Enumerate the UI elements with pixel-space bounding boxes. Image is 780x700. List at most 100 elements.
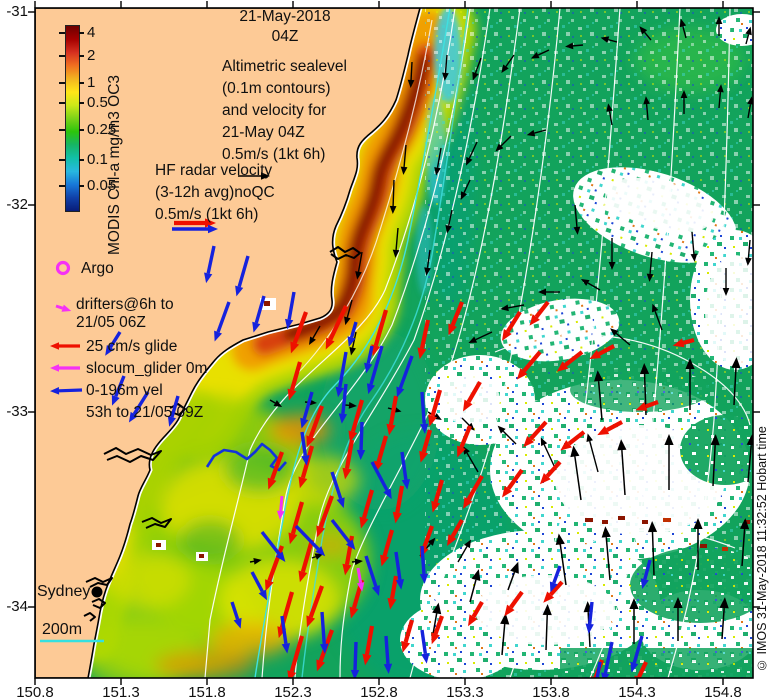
- arrowhead-icon: [543, 591, 555, 603]
- arrowhead-icon: [680, 90, 688, 98]
- arrowhead-icon: [383, 663, 393, 674]
- altimetric-note-line3: and velocity for: [222, 102, 327, 119]
- arrowhead-icon: [431, 500, 441, 513]
- colorbar-tick: [79, 159, 84, 161]
- arrowhead-icon: [523, 436, 535, 448]
- colorbar-tick: [79, 102, 84, 104]
- arrowhead-icon: [316, 659, 326, 672]
- arrowhead-icon: [526, 129, 536, 137]
- arrowhead-icon: [128, 411, 138, 423]
- arrowhead-icon: [495, 143, 504, 152]
- arrowhead-icon: [601, 672, 610, 678]
- arrowhead-icon: [298, 476, 308, 489]
- altimetric-note-line2: (0.1m contours): [222, 80, 331, 97]
- arrowhead-icon: [556, 361, 569, 372]
- colorbar-tick: [79, 82, 84, 84]
- arrowhead-icon: [389, 205, 397, 214]
- arrowhead-icon: [386, 423, 396, 436]
- arrowhead-icon: [747, 96, 753, 105]
- x-tick-label: 153.3: [446, 684, 484, 700]
- coastline: [35, 8, 421, 678]
- arrowhead-icon: [208, 224, 218, 234]
- y-tick-label: -33: [6, 403, 28, 420]
- arrowhead-icon: [510, 561, 519, 574]
- arrowhead-icon: [320, 643, 329, 654]
- arrowhead-icon: [400, 166, 408, 175]
- colorbar-tick: [59, 102, 65, 104]
- arrowhead-icon: [314, 553, 324, 560]
- arrowhead-icon: [664, 434, 674, 445]
- colorbar-tick: [79, 185, 84, 187]
- colorbar-tick-label: 0.5: [87, 94, 108, 111]
- arrowhead-icon: [371, 585, 380, 596]
- arrowhead-icon: [338, 413, 348, 424]
- arrowhead-icon: [630, 661, 639, 673]
- arrowhead-icon: [348, 430, 358, 443]
- arrowhead-icon: [601, 526, 611, 538]
- arrowhead-icon: [419, 573, 429, 584]
- arrowhead-icon: [501, 329, 512, 341]
- glider_blue-arrows: [105, 245, 652, 678]
- arrowhead-icon: [497, 425, 506, 434]
- arrowhead-icon: [434, 167, 441, 176]
- velocity-arrows: [50, 16, 753, 678]
- land: [35, 8, 423, 678]
- arrowhead-icon: [690, 253, 698, 262]
- arrowhead-icon: [722, 288, 730, 296]
- arrowhead-icon: [309, 336, 316, 346]
- x-tick-label: 152.3: [274, 684, 312, 700]
- arrowhead-icon: [349, 606, 359, 619]
- arrowhead-icon: [502, 485, 513, 498]
- arrowhead-icon: [350, 669, 360, 678]
- arrowhead-icon: [342, 563, 352, 576]
- drifter_magenta-arrows: [276, 495, 365, 592]
- colorbar-tick-label: 2: [87, 47, 96, 64]
- colorbar-tick: [59, 55, 65, 57]
- arrowhead-icon: [565, 42, 574, 50]
- arrowhead-icon: [447, 534, 457, 546]
- arrowhead-icon: [300, 417, 309, 429]
- arrowhead-icon: [395, 579, 405, 590]
- arrowhead-icon: [463, 497, 473, 509]
- glider-legend-line2: slocum_glider 0m: [86, 360, 208, 377]
- altimetric-note-line1: Altimetric sealevel: [222, 58, 347, 75]
- arrowhead-icon: [267, 477, 277, 490]
- arrowhead-icon: [401, 640, 411, 653]
- arrowhead-icon: [347, 336, 356, 347]
- altimetric-note-line5: 0.5m/s (1kt 6h): [222, 146, 326, 163]
- altimetric_north-arrows: [431, 357, 753, 656]
- isobath-legend-label: 200m: [42, 621, 83, 638]
- arrowhead-icon: [396, 386, 405, 398]
- arrowhead-icon: [285, 318, 294, 330]
- arrowhead-icon: [573, 226, 581, 235]
- arrowhead-icon: [253, 557, 262, 565]
- arrowhead-icon: [542, 604, 552, 616]
- arrowhead-icon: [715, 16, 723, 24]
- arrowhead-icon: [214, 330, 223, 342]
- colorbar-tick-label: 0.25: [87, 121, 117, 138]
- colorbar-tick: [59, 82, 65, 84]
- arrowhead-icon: [105, 345, 115, 356]
- legend_alt_arrow-arrows: [238, 172, 270, 180]
- arrowhead-icon: [407, 79, 415, 88]
- glider-legend-line3: 0-196m vel: [86, 382, 163, 399]
- arrowhead-icon: [167, 415, 176, 427]
- arrowhead-icon: [457, 445, 466, 458]
- drifters-legend-line2: 21/05 06Z: [76, 314, 146, 331]
- hf-radar-note-line1: HF radar velocity: [155, 162, 273, 179]
- arrowhead-icon: [745, 26, 752, 36]
- arrowhead-icon: [468, 336, 478, 343]
- arrowhead-icon: [540, 437, 548, 447]
- arrowhead-icon: [421, 653, 430, 664]
- arrowhead-icon: [392, 511, 402, 524]
- axis-frame: [28, 1, 760, 685]
- arrowhead-icon: [652, 303, 659, 313]
- arrowhead-icon: [345, 539, 356, 550]
- arrowhead-icon: [538, 288, 546, 296]
- x-tick-label: 154.3: [618, 684, 656, 700]
- altimetric_small-arrows: [249, 16, 753, 566]
- arrowhead-icon: [448, 323, 457, 336]
- arrowhead-icon: [265, 579, 274, 592]
- arrowhead-icon: [287, 388, 297, 401]
